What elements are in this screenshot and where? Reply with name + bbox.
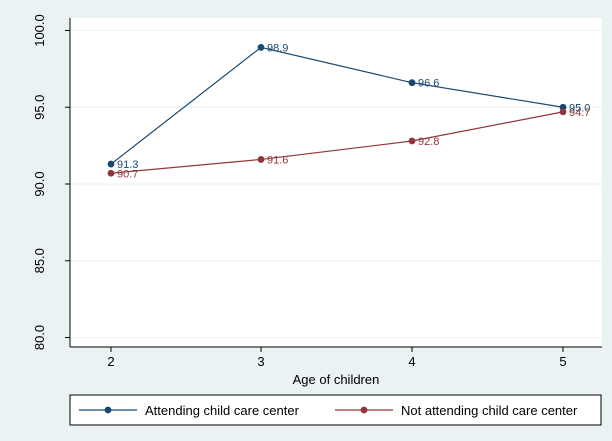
legend-marker <box>360 406 368 414</box>
x-axis-label: Age of children <box>293 372 380 387</box>
data-label: 98.9 <box>267 42 288 54</box>
data-label: 92.8 <box>418 136 439 148</box>
x-tick-label: 5 <box>559 354 566 369</box>
data-point <box>107 169 115 177</box>
data-label: 91.3 <box>117 159 138 171</box>
y-tick-label: 80.0 <box>32 325 47 350</box>
data-point <box>408 79 416 87</box>
series-line <box>110 111 564 174</box>
x-tick-label: 2 <box>107 354 114 369</box>
y-tick-label: 90.0 <box>32 171 47 196</box>
legend: Attending child care center Not attending… <box>69 394 602 426</box>
data-point <box>107 160 115 168</box>
y-tick-label: 95.0 <box>32 95 47 120</box>
legend-label: Not attending child care center <box>401 403 578 418</box>
x-tick-label: 4 <box>408 354 415 369</box>
y-tick-label: 100.0 <box>32 14 47 47</box>
legend-marker <box>104 406 112 414</box>
data-point <box>559 108 567 116</box>
series-2: 90.7 91.6 92.8 94.7 <box>107 107 590 180</box>
legend-label: Attending child care center <box>145 403 300 418</box>
data-point <box>257 156 265 163</box>
series-group: 91.3 98.9 96.6 95.0 90.7 91.6 92.8 94.7 <box>107 42 590 180</box>
x-tick-label: 3 <box>257 354 264 369</box>
data-label: 90.7 <box>117 168 138 180</box>
x-axis-ticks: 2 3 4 5 <box>107 347 567 369</box>
y-axis-ticks: 80.0 85.0 90.0 95.0 100.0 <box>32 14 70 350</box>
series-line <box>110 46 564 165</box>
gridlines <box>70 30 602 338</box>
data-label: 95.0 <box>569 102 590 114</box>
data-point <box>408 137 416 145</box>
plot-area <box>70 18 602 347</box>
data-point <box>257 43 265 51</box>
axes <box>69 18 602 348</box>
y-tick-label: 85.0 <box>32 248 47 273</box>
data-label: 96.6 <box>418 78 439 90</box>
data-label: 91.6 <box>267 154 288 166</box>
data-label: 94.7 <box>569 107 590 119</box>
